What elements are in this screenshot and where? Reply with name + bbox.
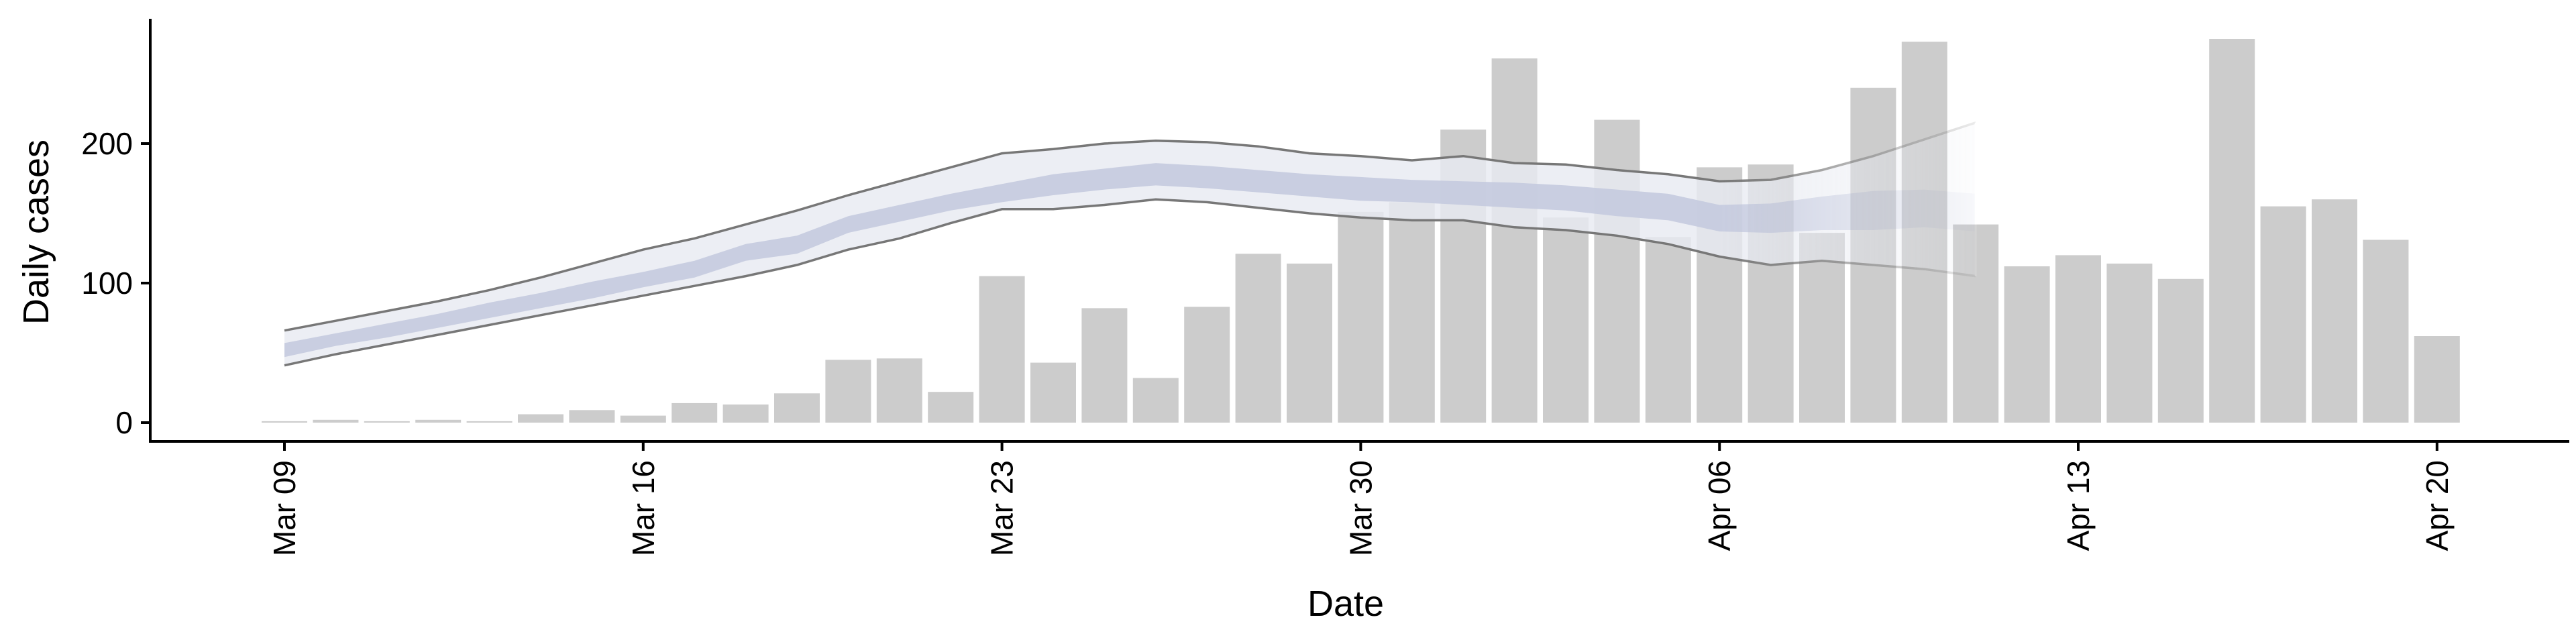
bar-2020-04-04 <box>1594 119 1640 423</box>
bar-2020-03-21 <box>876 358 922 423</box>
bar-2020-03-15 <box>569 410 615 423</box>
y-axis-title: Daily cases <box>16 140 56 325</box>
bar-2020-04-18 <box>2312 199 2357 423</box>
bar-2020-03-30 <box>1338 211 1384 423</box>
bar-2020-04-08 <box>1799 233 1845 423</box>
bar-2020-04-02 <box>1491 58 1538 423</box>
bar-2020-04-05 <box>1645 237 1691 423</box>
x-tick-label-0: Mar 09 <box>267 460 302 556</box>
bar-2020-03-22 <box>928 392 974 423</box>
ribbon-upper-edge <box>284 121 1976 332</box>
bar-2020-03-25 <box>1081 308 1128 423</box>
bar-2020-03-26 <box>1132 378 1179 423</box>
axes-layer <box>149 19 2569 443</box>
bar-2020-03-29 <box>1287 263 1332 423</box>
bar-2020-04-03 <box>1543 217 1589 423</box>
bar-2020-04-16 <box>2209 39 2255 423</box>
bar-2020-03-09 <box>262 421 307 423</box>
x-ticks: Mar 09 Mar 16 Mar 23 Mar 30 Apr 06 Apr 13 Apr … <box>267 441 2455 556</box>
bar-2020-03-14 <box>518 414 564 423</box>
bar-2020-03-31 <box>1389 202 1435 423</box>
bar-2020-04-12 <box>2004 266 2050 423</box>
x-tick-label-6: Apr 20 <box>2420 460 2455 551</box>
x-tick-label-3: Mar 30 <box>1343 460 1378 556</box>
bar-2020-04-13 <box>2055 255 2101 423</box>
bar-2020-03-24 <box>1030 362 1076 423</box>
ribbon-lower-edge <box>284 198 1976 367</box>
x-axis-title: Date <box>1307 584 1384 624</box>
bars-layer <box>262 39 2460 423</box>
bar-2020-03-20 <box>825 360 871 423</box>
x-tick-label-1: Mar 16 <box>626 460 661 556</box>
x-tick-label-4: Apr 06 <box>1702 460 1737 551</box>
y-tick-label-100: 100 <box>81 266 133 301</box>
bar-2020-03-10 <box>313 419 359 423</box>
y-tick-label-0: 0 <box>115 405 133 440</box>
y-ticks: 0 100 200 <box>81 126 150 440</box>
ribbon-layer <box>284 121 1977 367</box>
bar-2020-03-27 <box>1184 307 1230 423</box>
ribbon-outer <box>284 122 1976 366</box>
x-tick-label-2: Mar 23 <box>985 460 1020 556</box>
bar-2020-03-18 <box>722 405 769 423</box>
bar-2020-04-17 <box>2260 206 2306 423</box>
bar-2020-03-17 <box>672 402 718 423</box>
bar-2020-04-14 <box>2106 263 2153 423</box>
bar-2020-03-11 <box>364 421 410 423</box>
y-tick-label-200: 200 <box>81 126 133 161</box>
bar-2020-03-16 <box>620 415 666 423</box>
bar-2020-03-12 <box>415 419 462 423</box>
bar-2020-04-19 <box>2363 239 2409 423</box>
bar-2020-04-15 <box>2157 278 2204 423</box>
bar-2020-04-20 <box>2414 336 2460 423</box>
bar-2020-03-19 <box>774 393 820 423</box>
bar-2020-03-13 <box>466 421 513 423</box>
bar-2020-03-28 <box>1235 254 1281 423</box>
bar-2020-03-23 <box>979 276 1025 423</box>
x-tick-label-5: Apr 13 <box>2061 460 2096 551</box>
